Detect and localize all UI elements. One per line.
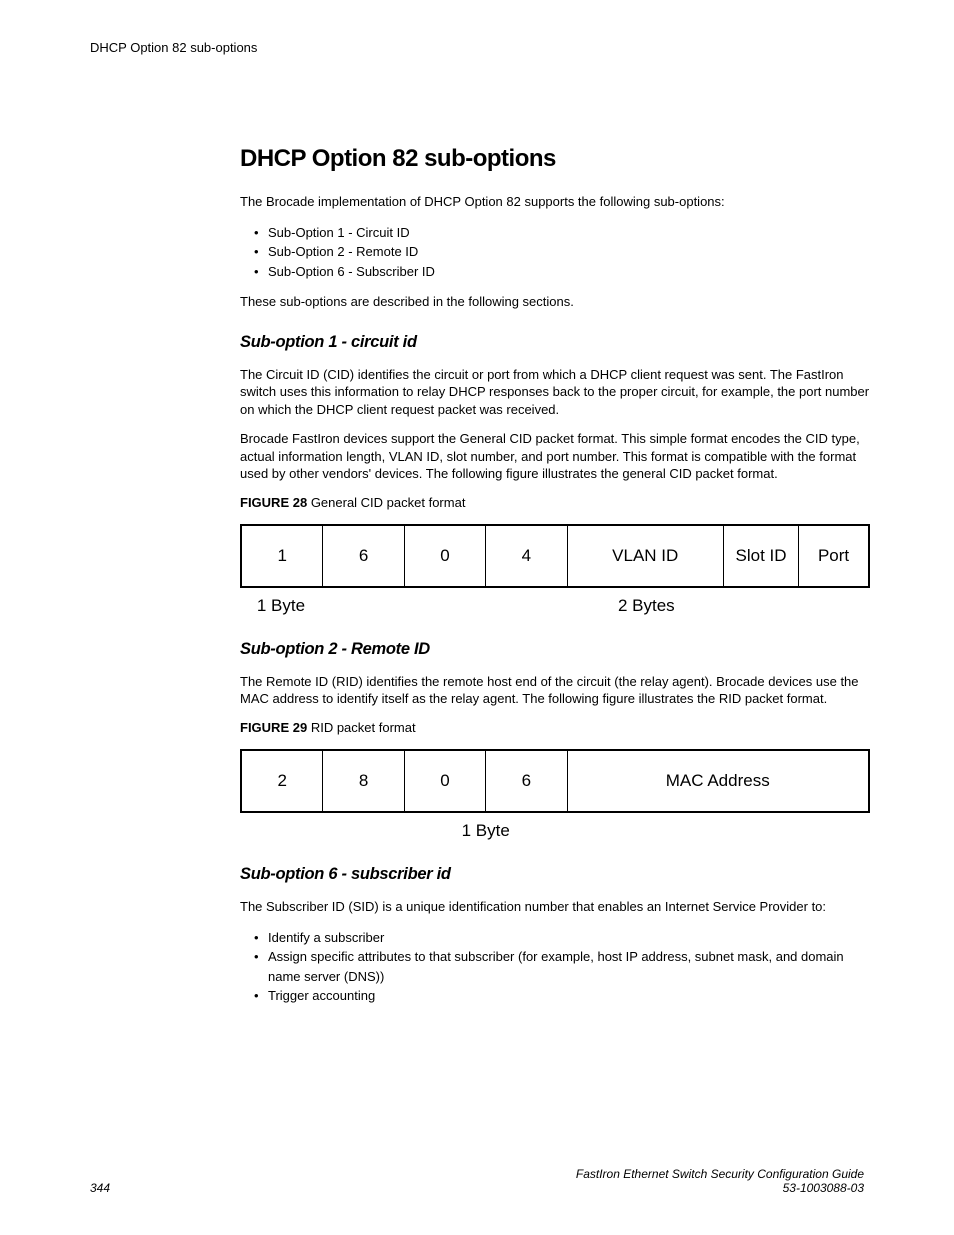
page-title: DHCP Option 82 sub-options (240, 145, 870, 173)
rid-packet-row: 2806MAC Address (240, 749, 870, 813)
cid-byte-labels: 1 Byte 2 Bytes (240, 596, 870, 618)
packet-cell: MAC Address (568, 751, 868, 811)
list-item: Sub-Option 6 - Subscriber ID (240, 262, 870, 282)
subheading-remote-id: Sub-option 2 - Remote ID (240, 640, 870, 659)
doc-number-line: 53-1003088-03 (576, 1181, 864, 1195)
cid-packet-diagram: 1604VLAN IDSlot IDPort (240, 524, 870, 588)
packet-cell: 0 (405, 526, 486, 586)
list-item: Sub-Option 2 - Remote ID (240, 242, 870, 262)
rid-packet-diagram: 2806MAC Address (240, 749, 870, 813)
page-number: 344 (90, 1181, 110, 1195)
subheading-circuit-id: Sub-option 1 - circuit id (240, 333, 870, 352)
doc-title-line: FastIron Ethernet Switch Security Config… (576, 1167, 864, 1181)
packet-cell: Slot ID (724, 526, 799, 586)
figure-label: FIGURE 28 (240, 495, 307, 510)
sub6-bullet-list: Identify a subscriber Assign specific at… (240, 928, 870, 1006)
figure-title: General CID packet format (311, 495, 466, 510)
packet-cell: 6 (486, 751, 567, 811)
sub1-paragraph-2: Brocade FastIron devices support the Gen… (240, 430, 870, 483)
sub2-paragraph-1: The Remote ID (RID) identifies the remot… (240, 673, 870, 708)
packet-cell: 4 (486, 526, 567, 586)
packet-cell: 6 (323, 526, 404, 586)
main-content: DHCP Option 82 sub-options The Brocade i… (240, 145, 870, 1006)
packet-cell: 0 (405, 751, 486, 811)
figure-label: FIGURE 29 (240, 720, 307, 735)
list-item: Assign specific attributes to that subsc… (240, 947, 870, 986)
byte-label: 2 Bytes (568, 596, 726, 616)
list-item: Identify a subscriber (240, 928, 870, 948)
figure-title: RID packet format (311, 720, 416, 735)
packet-cell: VLAN ID (568, 526, 725, 586)
rid-byte-labels: 1 Byte (240, 821, 870, 843)
intro-bullet-list: Sub-Option 1 - Circuit ID Sub-Option 2 -… (240, 223, 870, 282)
doc-title-block: FastIron Ethernet Switch Security Config… (576, 1167, 864, 1195)
packet-cell: 1 (242, 526, 323, 586)
byte-label: 1 Byte (240, 596, 322, 616)
list-item: Trigger accounting (240, 986, 870, 1006)
byte-label: 1 Byte (404, 821, 568, 841)
list-item: Sub-Option 1 - Circuit ID (240, 223, 870, 243)
packet-cell: 2 (242, 751, 323, 811)
cid-packet-row: 1604VLAN IDSlot IDPort (240, 524, 870, 588)
figure-28-caption: FIGURE 28 General CID packet format (240, 495, 870, 510)
intro-outro-paragraph: These sub-options are described in the f… (240, 293, 870, 311)
packet-cell: 8 (323, 751, 404, 811)
packet-cell: Port (799, 526, 868, 586)
running-head: DHCP Option 82 sub-options (90, 40, 864, 55)
sub1-paragraph-1: The Circuit ID (CID) identifies the circ… (240, 366, 870, 419)
intro-paragraph: The Brocade implementation of DHCP Optio… (240, 193, 870, 211)
sub6-paragraph-1: The Subscriber ID (SID) is a unique iden… (240, 898, 870, 916)
subheading-subscriber-id: Sub-option 6 - subscriber id (240, 865, 870, 884)
page-footer: 344 FastIron Ethernet Switch Security Co… (90, 1167, 864, 1195)
figure-29-caption: FIGURE 29 RID packet format (240, 720, 870, 735)
